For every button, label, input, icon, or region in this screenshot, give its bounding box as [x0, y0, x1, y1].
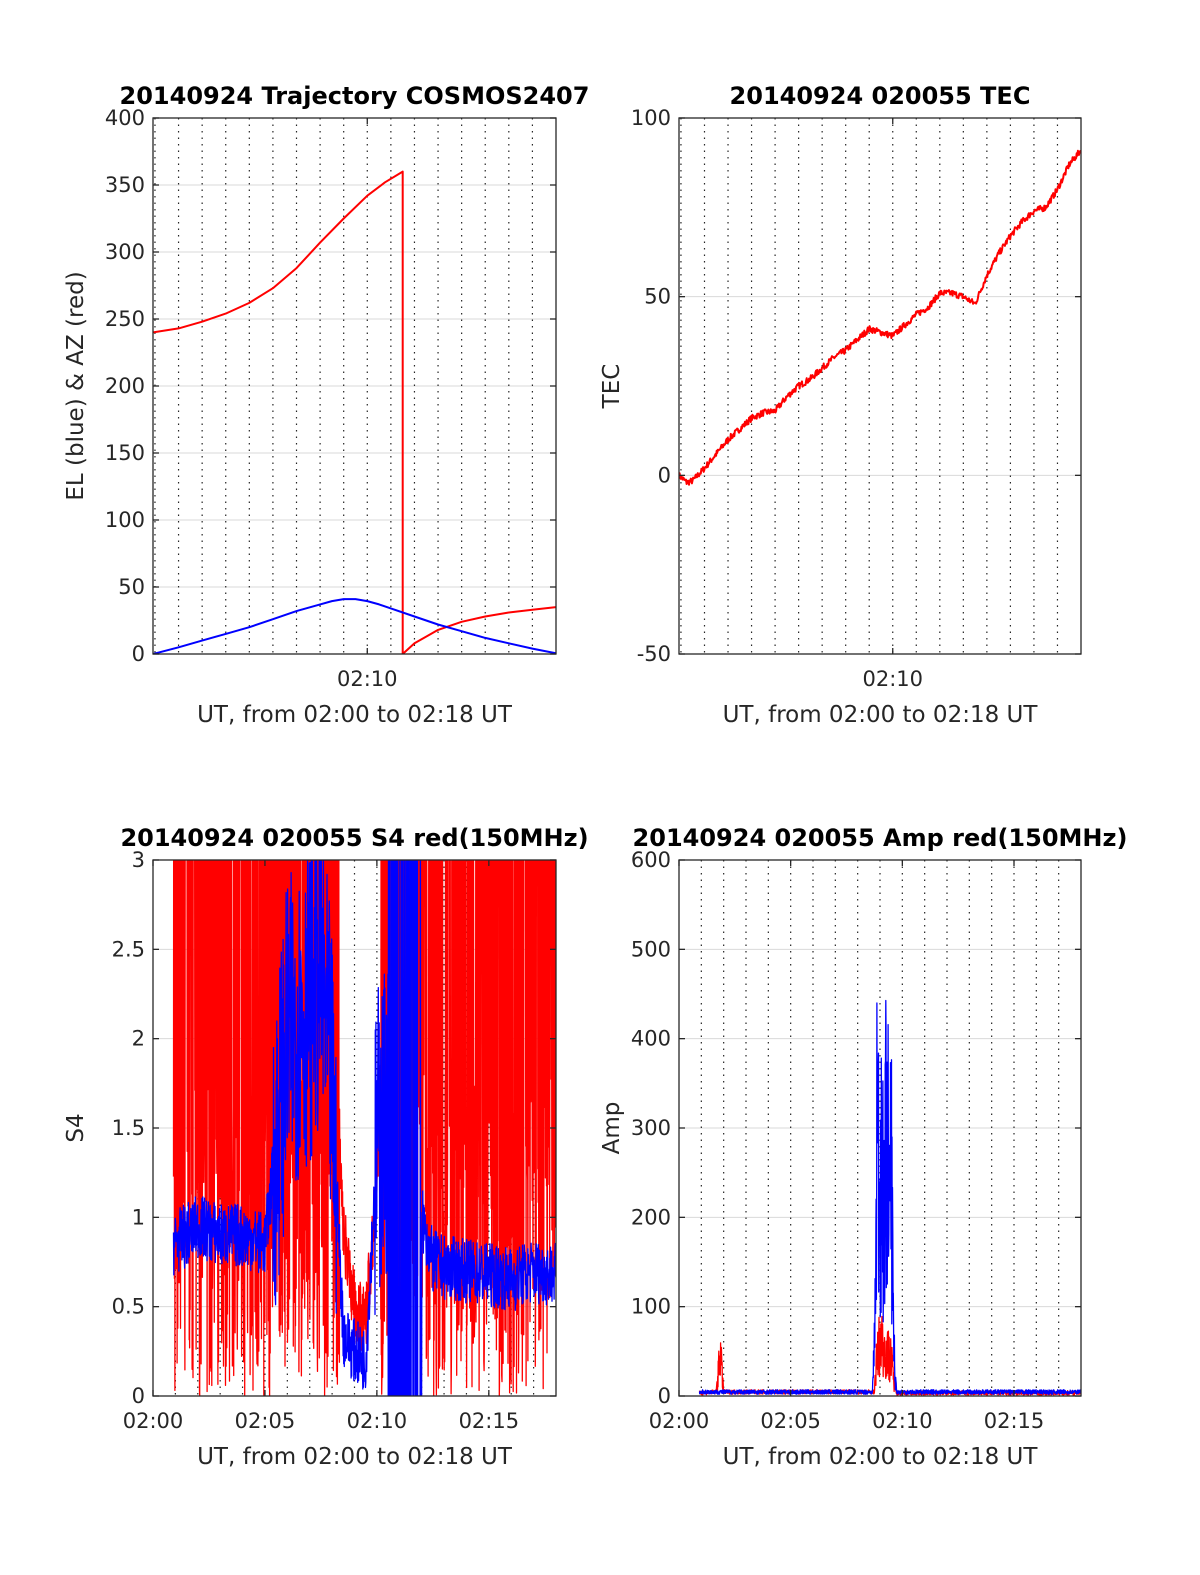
series-line-2: [153, 598, 556, 654]
series-line-1: [172, 860, 556, 1396]
y-tick-label: 150: [105, 441, 145, 465]
y-tick-label: 3: [132, 848, 145, 872]
y-tick-label: 0: [132, 642, 145, 666]
y-tick-label: 100: [631, 106, 671, 130]
y-tick-label: 1.5: [112, 1116, 145, 1140]
y-tick-label: 0.5: [112, 1295, 145, 1319]
y-tick-label: -50: [637, 642, 671, 666]
y-tick-label: 0: [132, 1384, 145, 1408]
series-line-1: [698, 1315, 1081, 1396]
y-tick-label: 350: [105, 173, 145, 197]
y-tick-label: 300: [631, 1116, 671, 1140]
y-tick-label: 50: [118, 575, 145, 599]
chart-trajectory: 0 50 100 150 200 250 300 350 400 02:10 UT, from 02…: [63, 82, 589, 728]
x-tick-label: 02:05: [760, 1409, 821, 1433]
y-tick-label: 0: [658, 463, 671, 487]
x-tick-label: 02:05: [235, 1409, 296, 1433]
chart-title: 20140924 Trajectory COSMOS2407: [120, 82, 590, 110]
y-tick-label: 200: [105, 374, 145, 398]
y-tick-label: 0: [658, 1384, 671, 1408]
y-tick-label: 2.5: [112, 937, 145, 961]
x-tick-label: 02:00: [649, 1409, 710, 1433]
series-line-1: [153, 170, 556, 654]
plot-area: [698, 999, 1081, 1396]
x-axis-label: UT, from 02:00 to 02:18 UT: [723, 1444, 1039, 1470]
y-tick-label: 400: [105, 106, 145, 130]
chart-amp: 0 100 200 300 400 500 600 02:00 02:05 02:10 02:15 U…: [599, 824, 1127, 1470]
x-tick-label: 02:10: [347, 1409, 408, 1433]
chart-title: 20140924 020055 S4 red(150MHz): [120, 824, 588, 852]
y-tick-label: 1: [132, 1205, 145, 1229]
x-tick-label: 02:15: [459, 1409, 520, 1433]
x-tick-label: 02:10: [337, 667, 398, 691]
series-line-2: [172, 860, 556, 1396]
y-tick-label: 50: [644, 285, 671, 309]
x-tick-label: 02:10: [862, 667, 923, 691]
y-tick-label: 100: [631, 1295, 671, 1319]
plot-area: [153, 170, 556, 654]
y-tick-label: 300: [105, 240, 145, 264]
y-tick-label: 400: [631, 1027, 671, 1051]
x-tick-label: 02:15: [984, 1409, 1045, 1433]
series-line-2: [698, 999, 1081, 1395]
y-axis-label: Amp: [599, 1102, 625, 1155]
y-axis-label: EL (blue) & AZ (red): [63, 271, 89, 500]
y-tick-label: 500: [631, 937, 671, 961]
plot-area: [679, 149, 1081, 486]
x-axis-label: UT, from 02:00 to 02:18 UT: [197, 702, 513, 728]
y-tick-label: 250: [105, 307, 145, 331]
chart-title: 20140924 020055 Amp red(150MHz): [633, 824, 1128, 852]
chart-tec: -50 0 50 100 02:10 UT, from 02:00 to 02:18 UT…: [599, 82, 1082, 728]
x-tick-label: 02:00: [123, 1409, 184, 1433]
y-tick-label: 200: [631, 1205, 671, 1229]
x-axis-label: UT, from 02:00 to 02:18 UT: [197, 1444, 513, 1470]
chart-s4: 0 0.5 1 1.5 2 2.5 3 02:00 02:05 02:10 02:15 UT, fro…: [63, 824, 589, 1470]
x-tick-label: 02:10: [872, 1409, 933, 1433]
axes-frame: [678, 117, 1082, 655]
y-axis-label: TEC: [599, 364, 625, 410]
y-tick-label: 600: [631, 848, 671, 872]
plot-area: [172, 860, 556, 1396]
series-line-1: [679, 149, 1081, 486]
x-axis-label: UT, from 02:00 to 02:18 UT: [723, 702, 1039, 728]
y-tick-label: 100: [105, 508, 145, 532]
y-axis-label: S4: [63, 1113, 89, 1142]
y-tick-label: 2: [132, 1027, 145, 1051]
chart-title: 20140924 020055 TEC: [730, 82, 1031, 110]
